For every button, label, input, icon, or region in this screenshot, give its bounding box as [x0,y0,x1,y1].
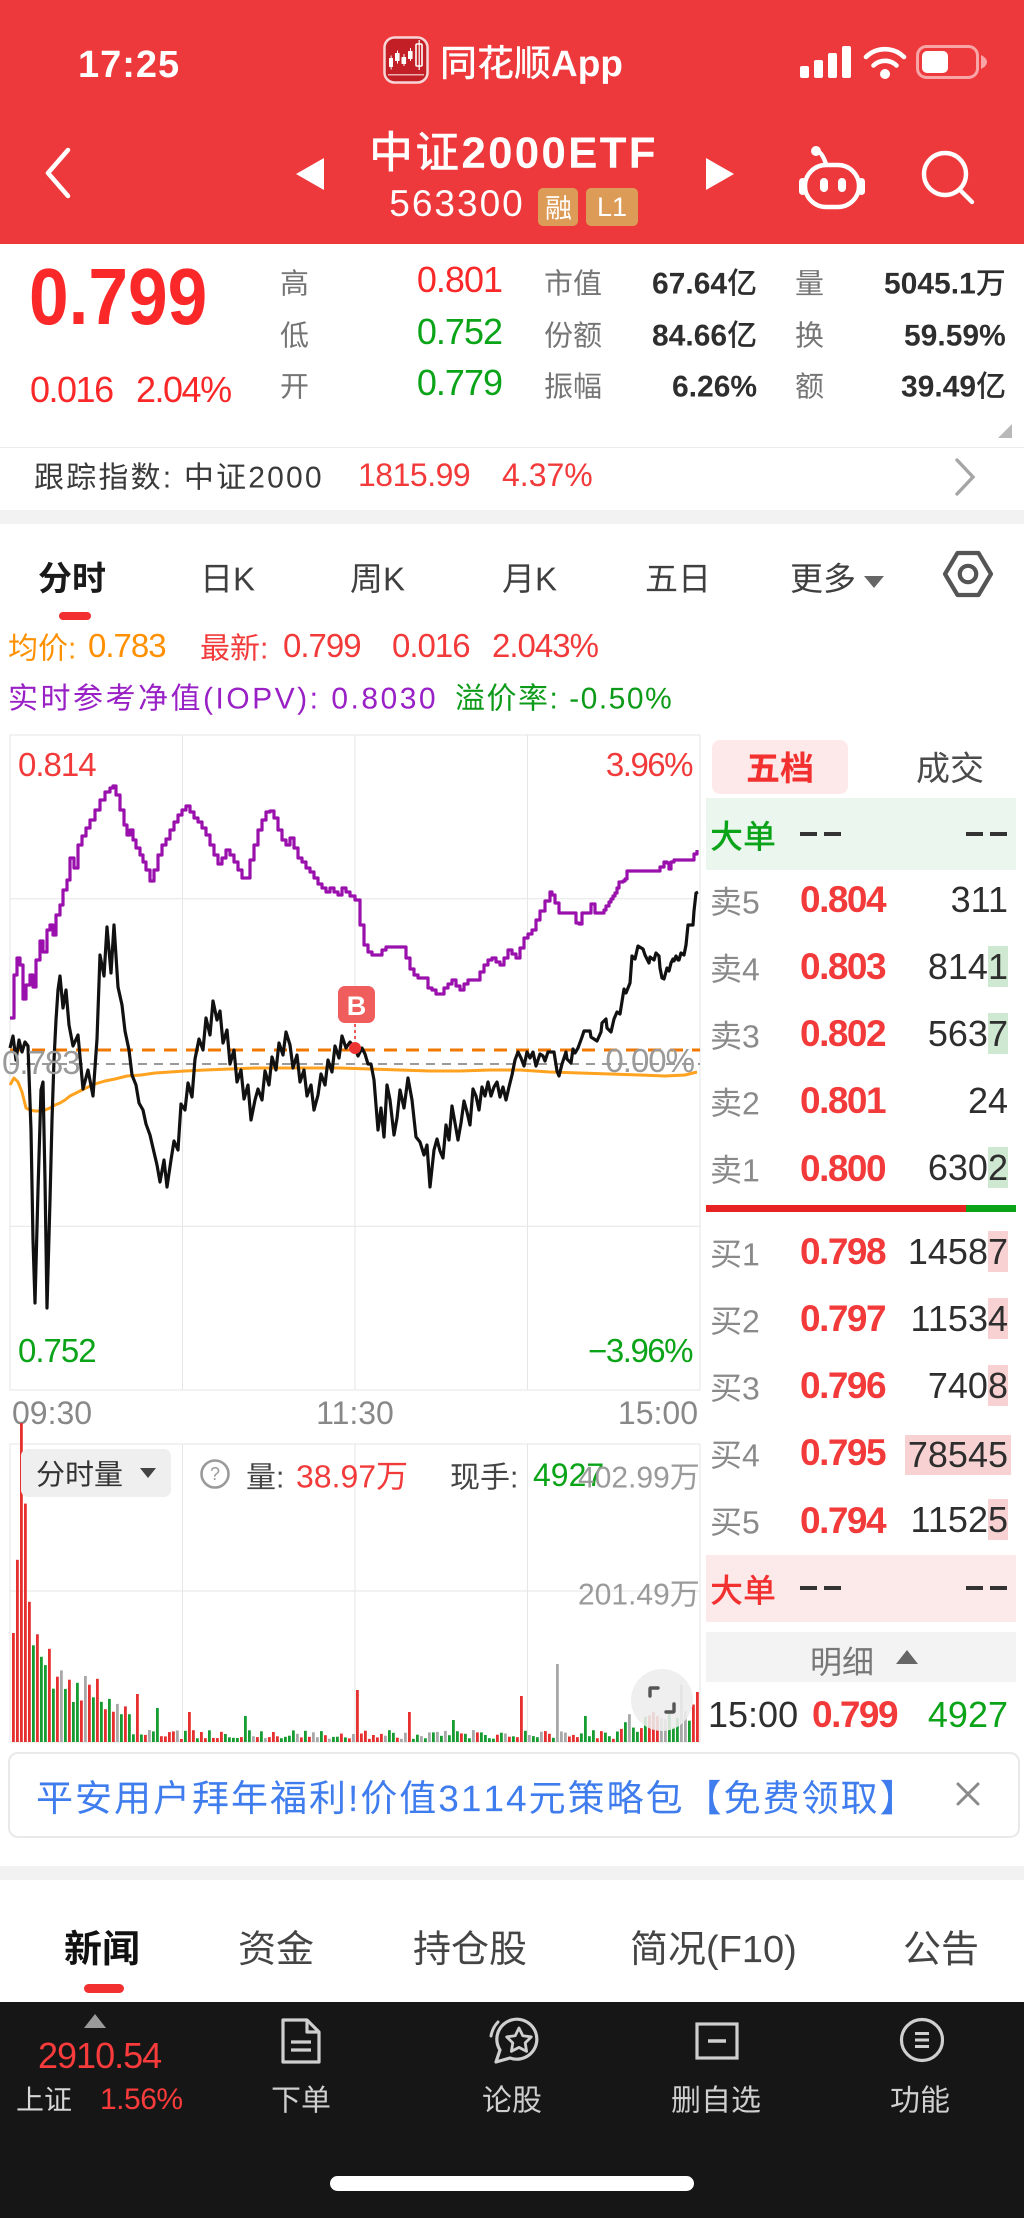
svg-text:?: ? [210,1464,220,1484]
